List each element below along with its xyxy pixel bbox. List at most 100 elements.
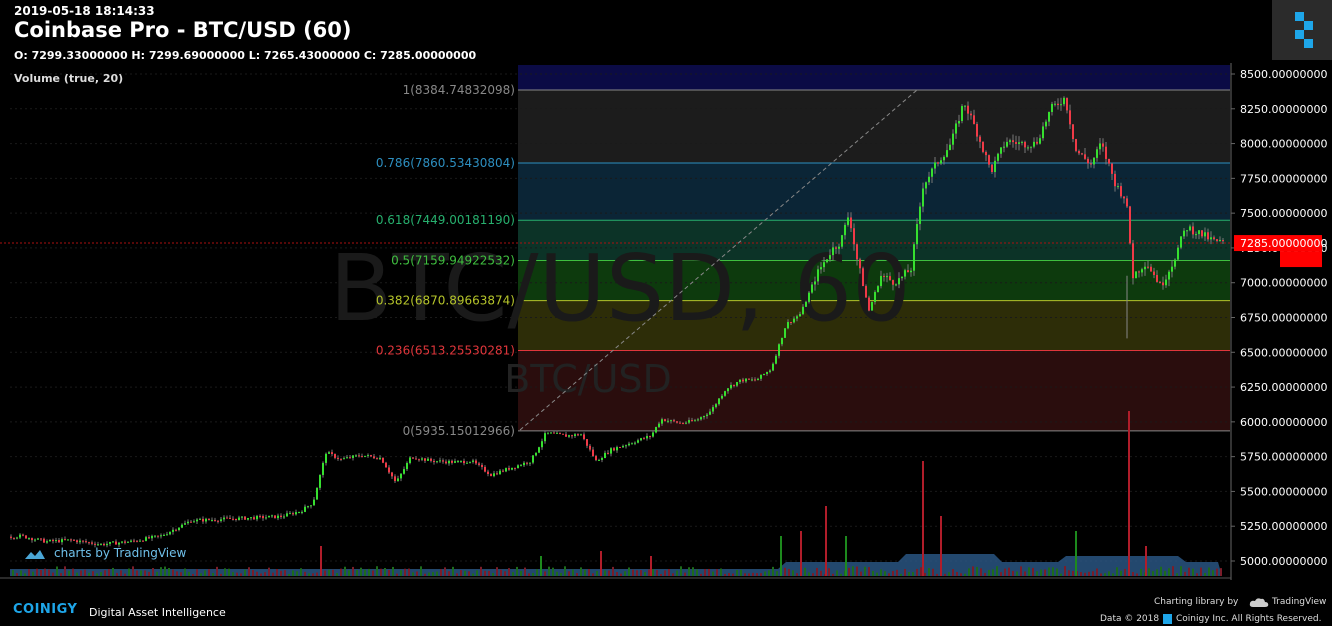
candle-body	[385, 462, 387, 468]
candle-body	[955, 123, 957, 134]
candle-body	[1012, 140, 1014, 143]
candle-body	[469, 461, 471, 463]
volume-bar	[452, 566, 454, 576]
candle-body	[130, 540, 132, 542]
volume-bar	[632, 569, 634, 576]
volume-bar	[920, 567, 922, 576]
tradingview-cloud-icon	[1249, 598, 1269, 607]
candle-body	[979, 136, 981, 142]
candle-body	[1051, 103, 1053, 113]
candle-body	[436, 461, 438, 463]
volume-bar	[568, 571, 570, 576]
candle-body	[514, 467, 516, 469]
volume-bar	[1160, 566, 1162, 576]
volume-bar	[144, 570, 146, 576]
coinigy-brand[interactable]: COINIGY	[13, 602, 78, 617]
volume-bar	[468, 571, 470, 576]
candle-body	[865, 286, 867, 298]
candle-body	[67, 539, 69, 541]
volume-bar	[516, 566, 518, 576]
volume-bar	[1168, 568, 1170, 576]
volume-bar	[40, 570, 42, 576]
candle-body	[172, 529, 174, 532]
candle-body	[313, 499, 315, 506]
volume-bar	[1184, 571, 1186, 576]
candle-body	[538, 447, 540, 453]
y-tick-label: 6750.00000000	[1240, 312, 1327, 325]
candle-body	[502, 470, 504, 472]
volume-bar	[512, 572, 514, 576]
candle-body	[199, 518, 201, 520]
candle-body	[70, 539, 72, 541]
volume-bar	[36, 568, 38, 576]
candle-body	[283, 516, 285, 518]
candle-body	[46, 541, 48, 543]
candle-body	[64, 539, 66, 541]
volume-bar	[104, 570, 106, 576]
candle-body	[913, 244, 915, 271]
candle-body	[253, 517, 255, 520]
tradingview-badge[interactable]: charts by TradingView	[54, 546, 187, 560]
volume-bar	[184, 568, 186, 576]
candle-body	[202, 518, 204, 522]
candle-body	[1036, 141, 1038, 144]
volume-bar	[96, 573, 98, 576]
chart-title: Coinbase Pro - BTC/USD (60)	[14, 18, 352, 42]
candle-body	[211, 519, 213, 521]
volume-bar	[492, 572, 494, 576]
fib-zone	[518, 350, 1230, 431]
volume-bar	[460, 570, 462, 576]
candle-body	[838, 246, 840, 249]
volume-bar	[1200, 567, 1202, 576]
volume-bar	[344, 566, 346, 576]
candle-body	[637, 440, 639, 443]
candle-body	[103, 543, 105, 546]
candle-body	[379, 457, 381, 460]
fib-label: 0(5935.15012966)	[403, 424, 515, 438]
timestamp: 2019-05-18 18:14:33	[14, 4, 155, 18]
coinigy-logo-icon[interactable]	[1272, 0, 1332, 60]
candle-body	[895, 284, 897, 286]
candle-body	[631, 443, 633, 445]
volume-bar	[268, 567, 270, 576]
candle-body	[1018, 142, 1020, 144]
candle-body	[1117, 186, 1119, 188]
price-chart[interactable]: BTC/USD, 60 BTC/USD Volume (true, 20) 50…	[0, 62, 1332, 582]
volume-bar	[360, 567, 362, 576]
trend-line	[519, 89, 918, 431]
volume-bar	[252, 570, 254, 576]
volume-bar	[996, 566, 998, 576]
candle-body	[187, 521, 189, 524]
volume-bar	[676, 570, 678, 576]
volume-bar	[1028, 567, 1030, 576]
candle-body	[769, 370, 771, 372]
candle-body	[808, 292, 810, 302]
volume-bar	[1192, 568, 1194, 576]
candle-body	[19, 534, 21, 538]
candle-body	[817, 269, 819, 282]
y-tick-label: 5250.00000000	[1240, 520, 1327, 533]
candle-body	[475, 460, 477, 464]
volume-bar	[884, 571, 886, 576]
volume-bar	[1024, 571, 1026, 576]
candle-body	[439, 460, 441, 462]
candle-body	[520, 465, 522, 467]
volume-bar	[964, 573, 966, 576]
candle-body	[544, 433, 546, 442]
volume-bar	[680, 566, 682, 576]
volume-bar	[804, 567, 806, 576]
volume-bar	[412, 572, 414, 576]
volume-bar	[200, 573, 202, 576]
volume-bar	[68, 570, 70, 576]
volume-bar	[1156, 569, 1158, 576]
volume-bar	[288, 573, 290, 576]
tradingview-link[interactable]: TradingView	[1272, 597, 1327, 607]
candle-body	[289, 513, 291, 515]
candle-body	[88, 542, 90, 544]
volume-bar	[1136, 573, 1138, 576]
candle-body	[361, 456, 363, 458]
candle-body	[214, 519, 216, 521]
volume-bar	[792, 570, 794, 576]
candle-body	[277, 515, 279, 519]
candle-body	[1168, 271, 1170, 280]
